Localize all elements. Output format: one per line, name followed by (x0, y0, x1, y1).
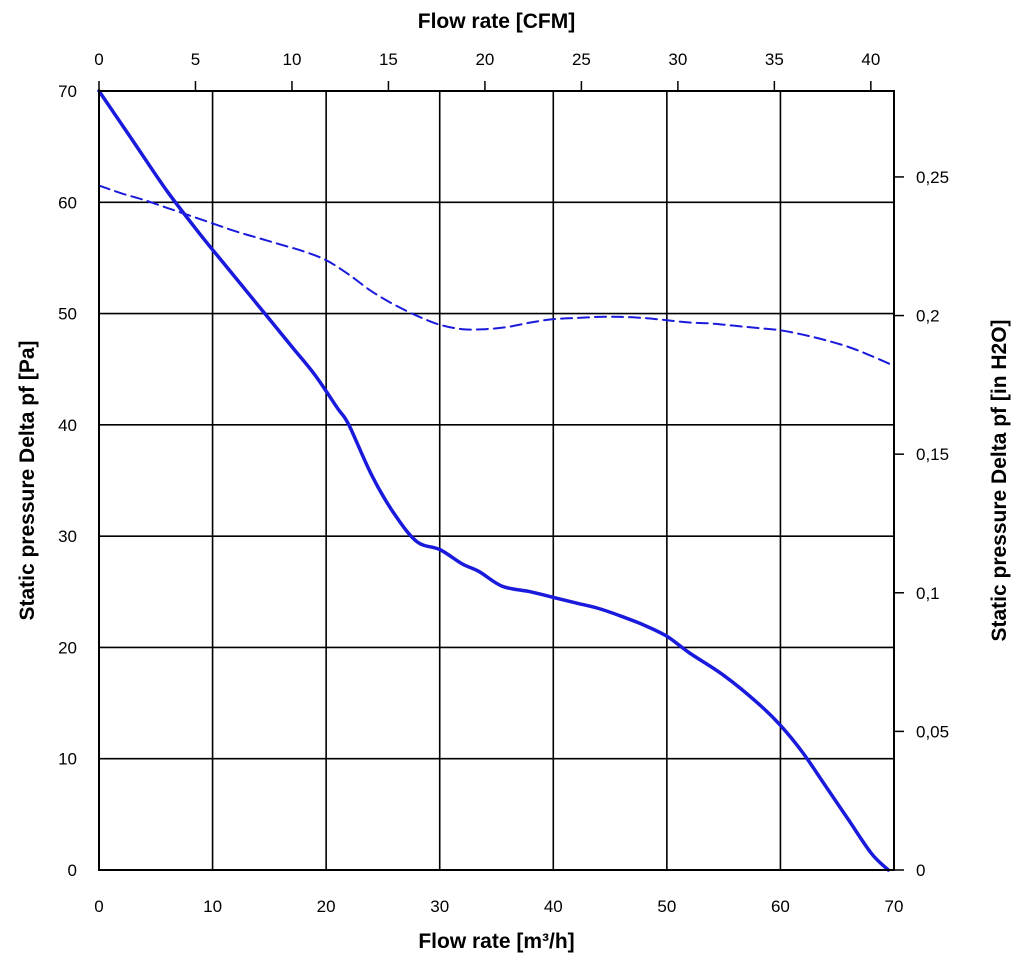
tick-labels: 0 10 20 30 40 50 60 70 0 10 20 30 40 50 60 70 0 5 10 15 20 25… (58, 50, 949, 916)
x-tick-label: 40 (544, 897, 563, 916)
y2-tick-label: 0 (916, 861, 925, 880)
x-tick-label: 30 (430, 897, 449, 916)
x-tick-label: 0 (94, 897, 103, 916)
y-tick-label: 0 (68, 861, 77, 880)
series-line-dashed (98, 184, 895, 367)
y2-axis-title: Static pressure Delta pf [in H2O] (988, 319, 1011, 641)
y2-tick-label: 0,25 (916, 168, 949, 187)
y2-tick-label: 0,05 (916, 722, 949, 741)
y-tick-label: 60 (58, 193, 77, 212)
x2-tick-label: 0 (94, 50, 103, 69)
x2-tick-label: 35 (765, 50, 784, 69)
x-axis-title: Flow rate [m³/h] (418, 930, 574, 953)
x-tick-label: 70 (885, 897, 904, 916)
x2-tick-label: 15 (379, 50, 398, 69)
x-tick-label: 20 (317, 897, 336, 916)
y-axis-title: Static pressure Delta pf [Pa] (16, 340, 39, 620)
y2-tick-label: 0,15 (916, 445, 949, 464)
series-line-solid (97, 89, 891, 872)
y-tick-label: 10 (58, 750, 77, 769)
x2-tick-label: 30 (668, 50, 687, 69)
y-tick-label: 20 (58, 638, 77, 657)
y2-tick-label: 0,1 (916, 584, 940, 603)
x2-axis-title: Flow rate [CFM] (418, 10, 576, 33)
y2-tick-label: 0,2 (916, 307, 940, 326)
series-layer (97, 89, 895, 872)
x2-tick-label: 5 (191, 50, 200, 69)
x2-tick-label: 20 (475, 50, 494, 69)
y-tick-label: 40 (58, 416, 77, 435)
x2-tick-label: 25 (572, 50, 591, 69)
y-tick-label: 30 (58, 527, 77, 546)
x-tick-label: 60 (771, 897, 790, 916)
grid (98, 90, 895, 871)
x-tick-label: 10 (203, 897, 222, 916)
y-tick-label: 50 (58, 305, 77, 324)
x2-tick-label: 40 (861, 50, 880, 69)
y-tick-label: 70 (58, 82, 77, 101)
x2-tick-label: 10 (283, 50, 302, 69)
x-tick-label: 50 (657, 897, 676, 916)
plot-frame (98, 90, 895, 871)
